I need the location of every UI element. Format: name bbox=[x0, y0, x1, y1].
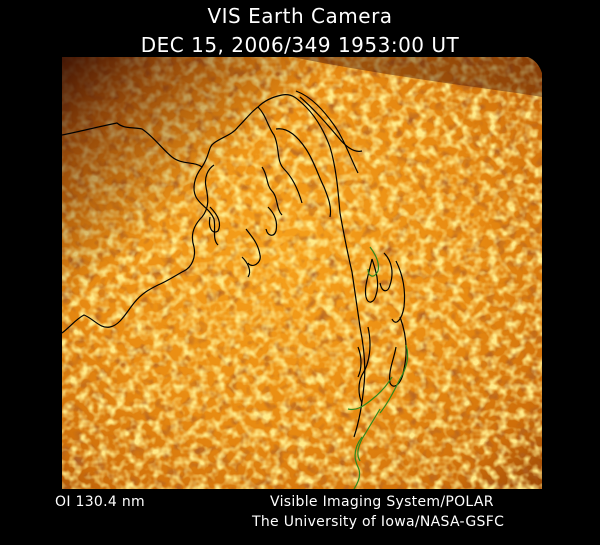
upper-right-shadow bbox=[292, 57, 542, 97]
corner-cut bbox=[528, 57, 542, 73]
wavelength-label: OI 130.4 nm bbox=[55, 494, 145, 510]
credit-label: The University of Iowa/NASA-GSFC bbox=[252, 514, 505, 530]
observation-timestamp: DEC 15, 2006/349 1953:00 UT bbox=[140, 33, 460, 57]
upper-dark-band bbox=[62, 57, 542, 489]
camera-title: VIS Earth Camera bbox=[207, 4, 393, 28]
aurora-image-svg bbox=[61, 57, 542, 490]
earth-image bbox=[61, 57, 542, 490]
coastline-green-outline bbox=[347, 246, 409, 490]
instrument-label: Visible Imaging System/POLAR bbox=[270, 494, 494, 510]
